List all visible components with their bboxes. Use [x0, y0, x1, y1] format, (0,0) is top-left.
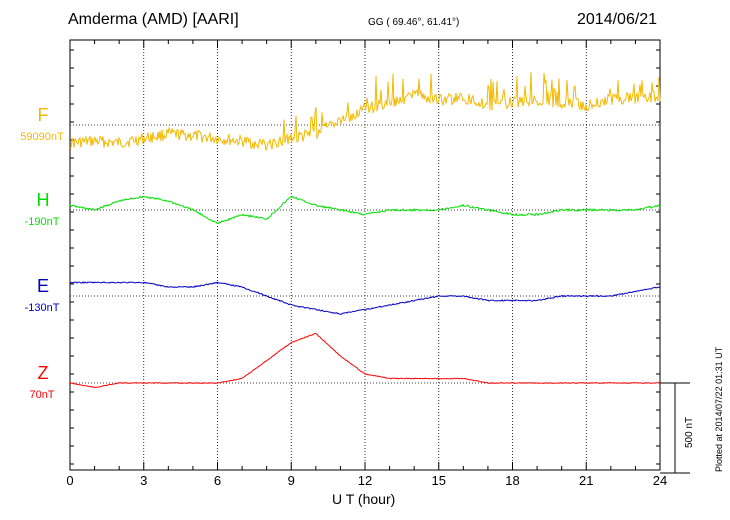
chart-date: 2014/06/21 [577, 11, 658, 28]
series-name-label: E [37, 276, 49, 296]
x-tick-label: 18 [505, 473, 519, 488]
x-tick-label: 3 [140, 473, 147, 488]
x-tick-label: 12 [358, 473, 372, 488]
x-tick-label: 24 [653, 473, 667, 488]
series-baseline-label: -130nT [25, 302, 60, 314]
x-tick-label: 15 [432, 473, 446, 488]
series-line [69, 281, 661, 315]
x-tick-label: 6 [214, 473, 221, 488]
x-tick-label: 0 [66, 473, 73, 488]
series-baseline-label: -190nT [25, 216, 60, 228]
plotted-note: Plotted at 2014/07/22 01:31 UT [714, 346, 724, 472]
station-coordinates: GG ( 69.46°, 61.41°) [368, 17, 460, 28]
x-tick-label: 21 [579, 473, 593, 488]
series-baseline-label: 59090nT [20, 131, 64, 143]
x-tick-label: 9 [288, 473, 295, 488]
station-title: Amderma (AMD) [AARI] [68, 11, 239, 28]
series-line [69, 72, 661, 151]
series-baseline-label: 70nT [29, 389, 54, 401]
scale-bar-label: 500 nT [684, 416, 695, 448]
series-line [69, 195, 661, 225]
series-name-label: F [38, 105, 49, 125]
series-name-label: Z [38, 363, 49, 383]
series-line [69, 332, 661, 389]
x-axis-label: U T (hour) [332, 491, 396, 507]
series-name-label: H [37, 190, 50, 210]
